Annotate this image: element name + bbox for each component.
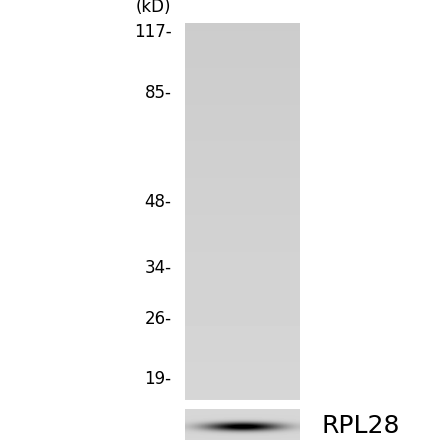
Text: 48-: 48- bbox=[145, 193, 172, 211]
Text: 34-: 34- bbox=[145, 259, 172, 277]
Text: 85-: 85- bbox=[145, 84, 172, 102]
Text: 26-: 26- bbox=[145, 310, 172, 328]
Text: (kD): (kD) bbox=[136, 0, 172, 16]
Text: 19-: 19- bbox=[145, 370, 172, 388]
Text: RPL28: RPL28 bbox=[321, 415, 400, 438]
Text: 117-: 117- bbox=[134, 23, 172, 41]
